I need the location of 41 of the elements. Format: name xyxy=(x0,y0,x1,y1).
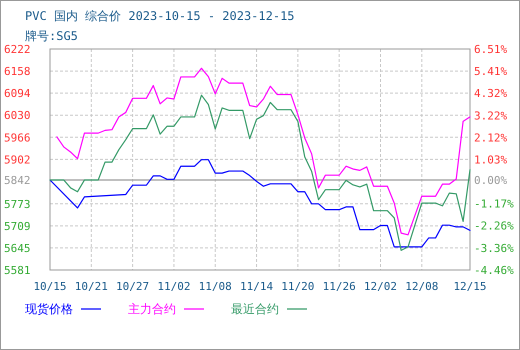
y2-tick-label: 1.03% xyxy=(474,153,508,166)
line-series xyxy=(49,159,471,248)
y2-tick-label: -1.17% xyxy=(474,198,514,211)
x-tick-label: 11/14 xyxy=(240,280,274,293)
y-tick-label: 6094 xyxy=(4,87,31,100)
x-tick-label: 12/02 xyxy=(364,280,398,293)
x-tick-label: 11/20 xyxy=(281,280,314,293)
y2-tick-label: 5.41% xyxy=(474,65,508,78)
y-tick-label: 5645 xyxy=(4,242,30,255)
y2-tick-label: 3.22% xyxy=(474,109,508,122)
y-tick-label: 5966 xyxy=(4,131,30,144)
line-series xyxy=(56,68,471,236)
y-tick-label: 5902 xyxy=(4,153,30,166)
y-tick-label: 6158 xyxy=(4,65,30,78)
y-tick-label: 6030 xyxy=(4,109,30,122)
legend-label: 最近合约 xyxy=(231,302,279,316)
x-tick-label: 11/08 xyxy=(198,280,232,293)
line-series xyxy=(49,94,471,251)
y2-tick-label: -2.26% xyxy=(474,220,514,233)
x-tick-label: 11/26 xyxy=(322,280,356,293)
x-tick-label: 10/27 xyxy=(116,280,150,293)
y2-tick-label: -4.46% xyxy=(474,264,514,277)
y2-tick-label: -3.36% xyxy=(474,242,514,255)
y2-tick-label: 4.32% xyxy=(474,87,508,100)
legend-label: 主力合约 xyxy=(128,302,176,316)
y-tick-label: 5581 xyxy=(4,264,30,277)
y2-tick-label: 0.00% xyxy=(474,174,508,188)
y2-tick-label: 6.51% xyxy=(474,43,508,56)
y-tick-label: 5842 xyxy=(4,174,30,188)
legend-label: 现货价格 xyxy=(25,302,73,316)
x-tick-label: 10/15 xyxy=(33,280,67,293)
chart-subtitle: 牌号:SG5 xyxy=(25,29,78,43)
x-tick-label: 12/08 xyxy=(405,280,438,293)
chart-title: PVC 国内 综合价 2023-10-15 - 2023-12-15 xyxy=(25,9,295,23)
y-tick-label: 6222 xyxy=(4,43,30,56)
y-tick-label: 5773 xyxy=(4,198,30,211)
x-tick-label: 11/02 xyxy=(157,280,190,293)
y-tick-label: 5709 xyxy=(4,220,30,233)
x-tick-label: 10/21 xyxy=(74,280,108,293)
x-tick-label: 12/15 xyxy=(453,280,487,293)
y2-tick-label: 2.12% xyxy=(474,131,508,144)
